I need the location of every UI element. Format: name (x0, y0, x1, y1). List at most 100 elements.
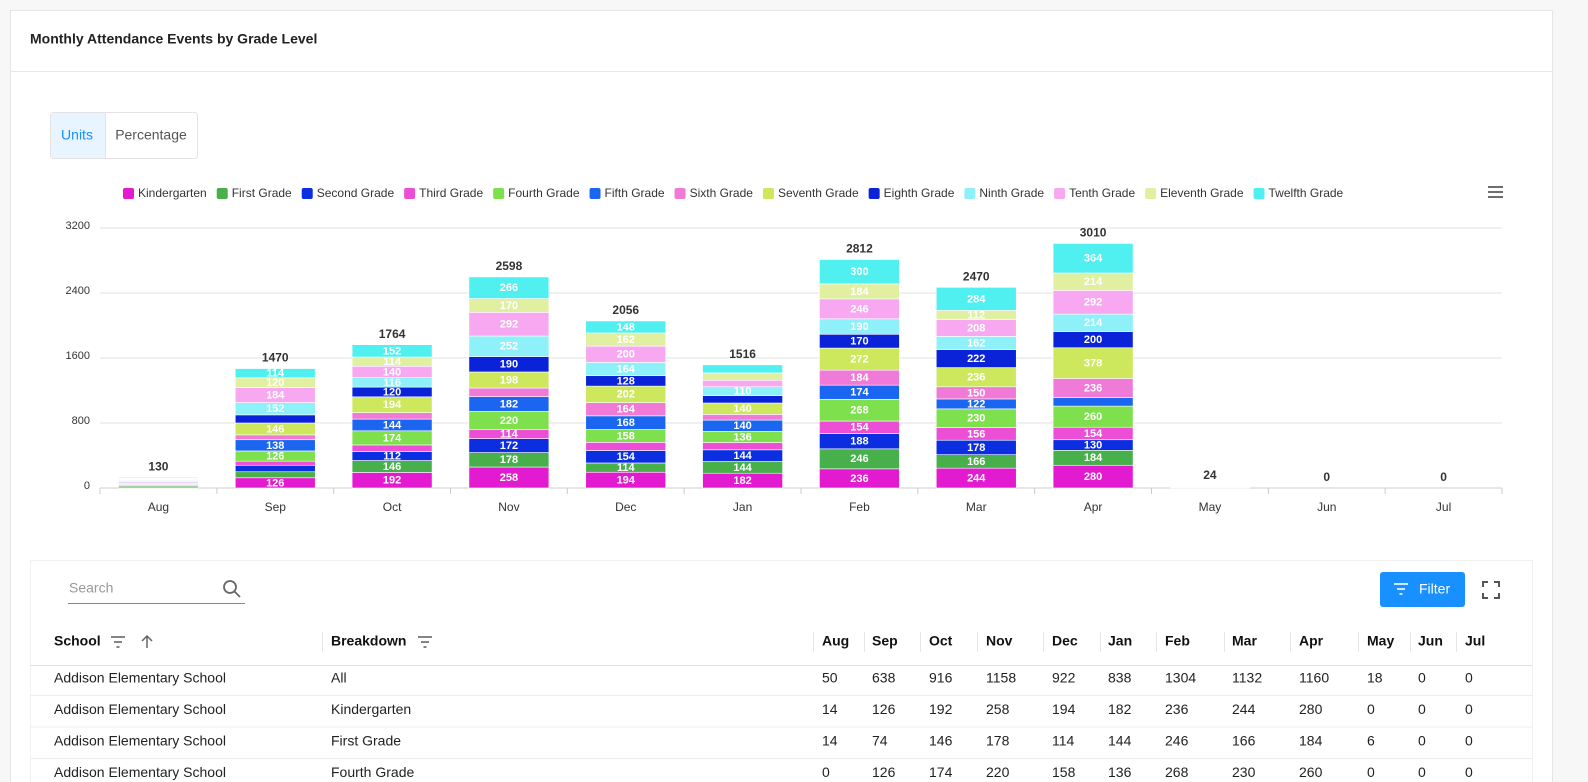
bar-segment (351, 444, 433, 452)
table-cell: 280 (1299, 701, 1323, 717)
toggle-percentage-label[interactable]: Percentage (115, 127, 187, 143)
segment-label: 162 (617, 334, 635, 346)
segment-label: 208 (967, 322, 985, 334)
segment-label: 166 (967, 456, 985, 468)
segment-label: 378 (1084, 358, 1102, 370)
legend-label: Third Grade (419, 186, 483, 200)
search-icon-circle (223, 580, 237, 594)
total-label: 0 (1323, 470, 1330, 484)
segment-label: 140 (733, 420, 751, 432)
y-tick-label: 3200 (66, 220, 90, 232)
segment-label: 154 (850, 422, 869, 434)
legend-label: Kindergarten (138, 186, 207, 200)
table-cell: 126 (872, 701, 896, 717)
segment-label: 198 (500, 374, 518, 386)
segment-label: 112 (967, 309, 985, 321)
segment-label: 130 (1084, 439, 1102, 451)
segment-label: 152 (383, 345, 401, 357)
table-cell: 182 (1108, 701, 1132, 717)
x-tick-label: Dec (615, 500, 636, 514)
y-tick-label: 800 (72, 415, 90, 427)
table-cell: 194 (1052, 701, 1076, 717)
filter-button-label[interactable]: Filter (1419, 581, 1450, 597)
legend-swatch (762, 188, 774, 199)
x-tick-label: Oct (383, 500, 402, 514)
segment-label: 122 (967, 398, 985, 410)
segment-label: 190 (850, 321, 868, 333)
fullscreen-icon[interactable] (1482, 581, 1500, 599)
total-label: 2812 (846, 242, 873, 256)
segment-label: 140 (383, 366, 401, 378)
table-cell: 0 (1465, 764, 1473, 780)
menu-line (1488, 191, 1503, 193)
legend-swatch (1054, 188, 1066, 199)
segment-label: 136 (733, 431, 751, 443)
segment-label: 220 (500, 415, 518, 427)
table-cell: 166 (1232, 733, 1256, 749)
total-label: 3010 (1080, 226, 1107, 240)
segment-label: 184 (850, 372, 869, 384)
total-label: 1470 (262, 351, 289, 365)
table-card (30, 560, 1533, 782)
bar-segment (1052, 347, 1134, 379)
segment-label: 114 (266, 368, 285, 380)
segment-label: 230 (967, 413, 985, 425)
table-cell: 178 (986, 733, 1010, 749)
table-cell: 146 (929, 733, 953, 749)
column-filter-icon (418, 636, 432, 638)
chart-menu[interactable] (1488, 186, 1503, 198)
x-tick-label: Mar (966, 500, 987, 514)
segment-label: 188 (850, 436, 868, 448)
search-input[interactable]: Search (69, 580, 113, 596)
legend-label: Sixth Grade (690, 186, 754, 200)
x-tick-label: Jul (1436, 500, 1451, 514)
toggle-units[interactable] (51, 113, 105, 158)
total-label: 130 (148, 460, 168, 474)
column-header: Jul (1465, 633, 1485, 649)
x-tick-label: Apr (1084, 500, 1103, 514)
table-cell: 0 (822, 764, 830, 780)
legend-swatch (216, 188, 228, 199)
legend-swatch (1253, 188, 1265, 199)
segment-label: 164 (617, 404, 636, 416)
segment-label: 184 (266, 389, 285, 401)
segment-label: 172 (500, 440, 518, 452)
segment-label: 144 (383, 419, 402, 431)
table-cell: 0 (1367, 701, 1375, 717)
table-cell: 1304 (1165, 670, 1196, 686)
segment-label: 292 (500, 319, 518, 331)
table-cell: 184 (1299, 733, 1323, 749)
column-header: May (1367, 633, 1394, 649)
table-cell: 236 (1165, 701, 1189, 717)
table-cell: 0 (1367, 764, 1375, 780)
segment-label: 112 (383, 450, 401, 462)
table-cell: 0 (1418, 670, 1426, 686)
legend-label: Twelfth Grade (1269, 186, 1344, 200)
segment-label: 126 (266, 450, 284, 462)
legend-swatch (493, 188, 505, 199)
segment-label: 126 (266, 477, 284, 489)
bar-segment (1052, 243, 1134, 274)
table-cell: 144 (1108, 733, 1132, 749)
table-cell: Addison Elementary School (54, 701, 226, 717)
legend-swatch (123, 188, 134, 199)
search-icon[interactable] (223, 580, 241, 598)
segment-label: 154 (1084, 428, 1103, 440)
legend-label: Fourth Grade (508, 186, 580, 200)
table-cell: 14 (822, 733, 838, 749)
column-header: Breakdown (331, 633, 406, 649)
toggle-units-label[interactable]: Units (61, 127, 93, 143)
segment-label: 272 (850, 354, 868, 366)
menu-line (1488, 186, 1503, 188)
segment-label: 120 (383, 386, 401, 398)
y-tick-label: 2400 (66, 285, 90, 297)
column-header: Aug (822, 633, 849, 649)
column-filter-icon (423, 646, 427, 648)
filter-button[interactable] (1380, 572, 1465, 607)
legend-swatch (1145, 188, 1157, 199)
segment-label: 266 (500, 282, 518, 294)
segment-label: 156 (967, 428, 985, 440)
table-cell: 246 (1165, 733, 1189, 749)
segment-label: 144 (733, 450, 752, 462)
table-cell: 268 (1165, 764, 1189, 780)
